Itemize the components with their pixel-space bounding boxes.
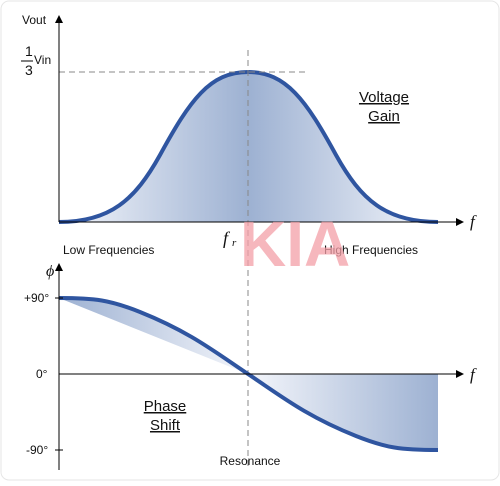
ref-unit: Vin bbox=[34, 53, 51, 67]
fraction-denominator: 3 bbox=[25, 62, 33, 78]
resonance-label: Resonance bbox=[220, 454, 281, 468]
phase-label: Shift bbox=[150, 417, 181, 434]
center-label-sub: r bbox=[232, 237, 237, 249]
gain-fill bbox=[59, 72, 438, 222]
right-note: High Frequencies bbox=[324, 243, 418, 257]
left-note: Low Frequencies bbox=[63, 243, 154, 257]
phase-x-label: f bbox=[470, 365, 477, 384]
tick-label: -90° bbox=[26, 443, 48, 457]
phase-y-label: ϕ bbox=[46, 263, 54, 280]
curve-label: Voltage bbox=[359, 89, 409, 106]
y-label: Vout bbox=[22, 13, 47, 27]
center-label: f bbox=[223, 228, 231, 248]
tick-label: +90° bbox=[24, 291, 49, 305]
phase-fill-right bbox=[248, 374, 438, 450]
x-label: f bbox=[470, 212, 477, 231]
phase-fill-left bbox=[59, 298, 248, 374]
watermark: KIA bbox=[240, 208, 350, 280]
fraction-numerator: 1 bbox=[25, 43, 33, 59]
curve-label: Gain bbox=[368, 108, 400, 125]
phase-label: Phase bbox=[144, 398, 187, 415]
tick-label: 0° bbox=[36, 367, 48, 381]
